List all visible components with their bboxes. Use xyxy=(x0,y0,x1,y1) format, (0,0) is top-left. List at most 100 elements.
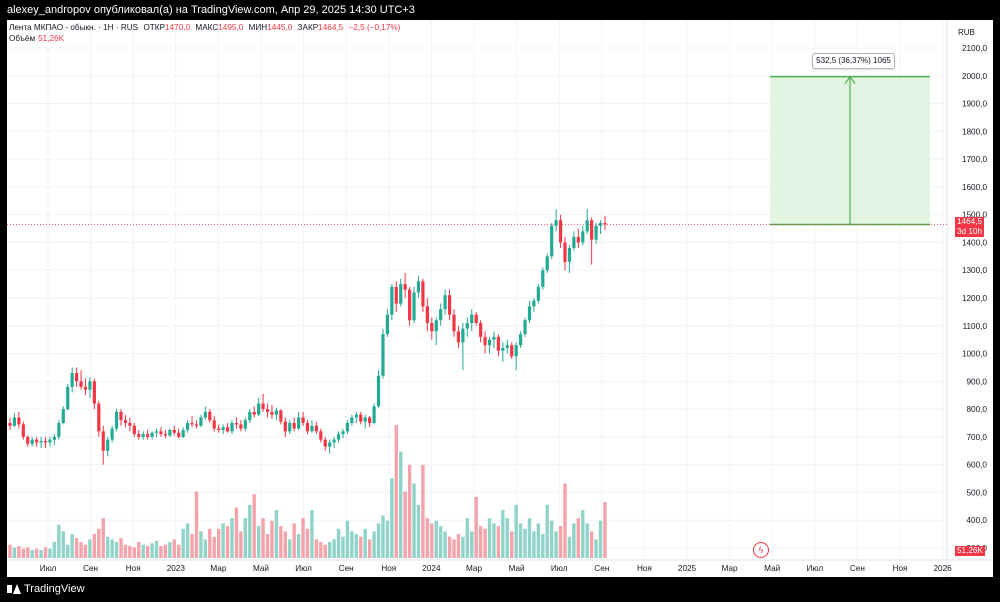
candle-body xyxy=(141,434,145,437)
candle-body xyxy=(43,441,48,443)
countdown-tag: 3d 10h xyxy=(955,227,985,237)
candle-body xyxy=(501,348,505,351)
candle-body xyxy=(523,320,527,335)
publisher-line: alexey_andropov опубликовал(а) на Tradin… xyxy=(7,4,415,16)
volume-bar xyxy=(301,518,305,558)
price-tick-label: 1100,0 xyxy=(963,322,988,331)
low-label: МИН xyxy=(248,23,268,32)
price-tick-label: 800,0 xyxy=(967,405,988,414)
price-chart[interactable]: 2100,0 2000,0 1900,0 1800,0 1700,0 1600,0 1500… xyxy=(7,20,993,577)
volume-bar xyxy=(478,526,483,558)
candle-body xyxy=(416,281,421,293)
volume-bar xyxy=(323,544,327,558)
candle-body xyxy=(239,424,243,429)
volume-bar xyxy=(39,550,43,558)
volume-bar xyxy=(12,547,17,558)
volume-bar xyxy=(567,536,572,558)
price-tick-label: 1600,0 xyxy=(962,183,987,192)
volume-bar xyxy=(603,502,607,558)
volume-bar xyxy=(105,536,110,558)
volume-bar xyxy=(163,544,168,558)
candle-body xyxy=(83,386,88,390)
volume-bar xyxy=(589,531,594,558)
candle-body xyxy=(97,403,101,432)
volume-bar xyxy=(501,510,505,558)
symbol-title[interactable]: Лента МКПАО - обыкн. · 1Н · RUS xyxy=(9,23,139,32)
candle-body xyxy=(368,417,372,423)
measure-label[interactable]: 532,5 (36,37%) 1065 xyxy=(812,53,895,69)
volume-bar xyxy=(505,518,509,558)
candle-body xyxy=(536,286,540,301)
volume-bar xyxy=(74,538,79,558)
volume-bar xyxy=(256,526,261,558)
candle-body xyxy=(119,411,123,421)
volume-tag: 51,26K xyxy=(955,546,985,556)
time-tick-label: Май xyxy=(509,564,525,573)
time-tick-label: Мар xyxy=(722,564,738,573)
candle-body xyxy=(8,423,12,426)
candle-body xyxy=(17,417,21,425)
chart-panel[interactable]: 2100,0 2000,0 1900,0 1800,0 1700,0 1600,0 1500… xyxy=(7,20,993,577)
candle-body xyxy=(177,432,181,437)
volume-bar xyxy=(425,518,430,558)
volume-bar xyxy=(212,536,216,558)
candle-body xyxy=(21,424,25,437)
volume-bar xyxy=(26,547,30,558)
volume-bar xyxy=(57,524,61,558)
time-tick-label: Июл xyxy=(295,564,312,573)
symbol-legend: Лента МКПАО - обыкн. · 1Н · RUS ОТКР1470… xyxy=(9,22,400,33)
price-tick-label: 600,0 xyxy=(967,461,988,470)
candle-body xyxy=(212,420,216,429)
volume-legend: Объём 51,26K xyxy=(9,34,64,43)
candle-body xyxy=(332,439,336,443)
candle-body xyxy=(146,434,150,437)
volume-bar xyxy=(549,520,554,558)
candle-body xyxy=(363,417,367,422)
currency-label[interactable]: RUB xyxy=(958,28,975,37)
volume-bar xyxy=(327,542,332,558)
volume-bar xyxy=(558,526,563,558)
candle-body xyxy=(217,428,221,430)
candle-body xyxy=(199,417,203,426)
volume-label[interactable]: Объём xyxy=(9,34,36,43)
candle-body xyxy=(310,425,314,432)
volume-bar xyxy=(407,464,412,558)
volume-bar xyxy=(194,491,199,558)
candle-body xyxy=(274,410,278,415)
volume-bar xyxy=(514,504,518,558)
candle-body xyxy=(541,270,545,287)
volume-bar xyxy=(465,518,470,558)
candle-body xyxy=(52,436,56,440)
candle-body xyxy=(154,431,159,433)
volume-bar xyxy=(150,543,154,558)
volume-bar xyxy=(203,539,208,558)
tradingview-logo[interactable]: TradingView xyxy=(7,583,85,595)
lightning-icon[interactable]: ϟ xyxy=(753,542,769,558)
volume-bar xyxy=(563,483,567,558)
candle-body xyxy=(461,328,465,343)
candle-body xyxy=(421,281,425,307)
volume-bar xyxy=(30,550,34,558)
candle-body xyxy=(505,345,509,348)
price-tick-label: 2100,0 xyxy=(962,44,987,53)
candle-body xyxy=(230,423,234,432)
candle-body xyxy=(159,431,163,435)
volume-bar xyxy=(438,526,443,558)
time-tick-label: Мар xyxy=(210,564,226,573)
volume-bar xyxy=(252,494,256,558)
time-tick-label: Ноя xyxy=(637,564,652,573)
candle-body xyxy=(123,420,128,423)
volume-bar xyxy=(412,483,416,558)
candle-body xyxy=(603,223,607,225)
candle-body xyxy=(234,423,239,425)
volume-bar xyxy=(199,531,203,558)
candle-body xyxy=(248,411,252,421)
candle-body xyxy=(336,434,341,440)
candle-body xyxy=(319,431,323,440)
volume-bar xyxy=(381,515,385,558)
volume-bar xyxy=(230,518,234,558)
candle-body xyxy=(487,339,492,346)
volume-bar xyxy=(70,534,74,558)
price-tick-label: 2000,0 xyxy=(962,72,987,81)
volume-bar xyxy=(341,536,345,558)
